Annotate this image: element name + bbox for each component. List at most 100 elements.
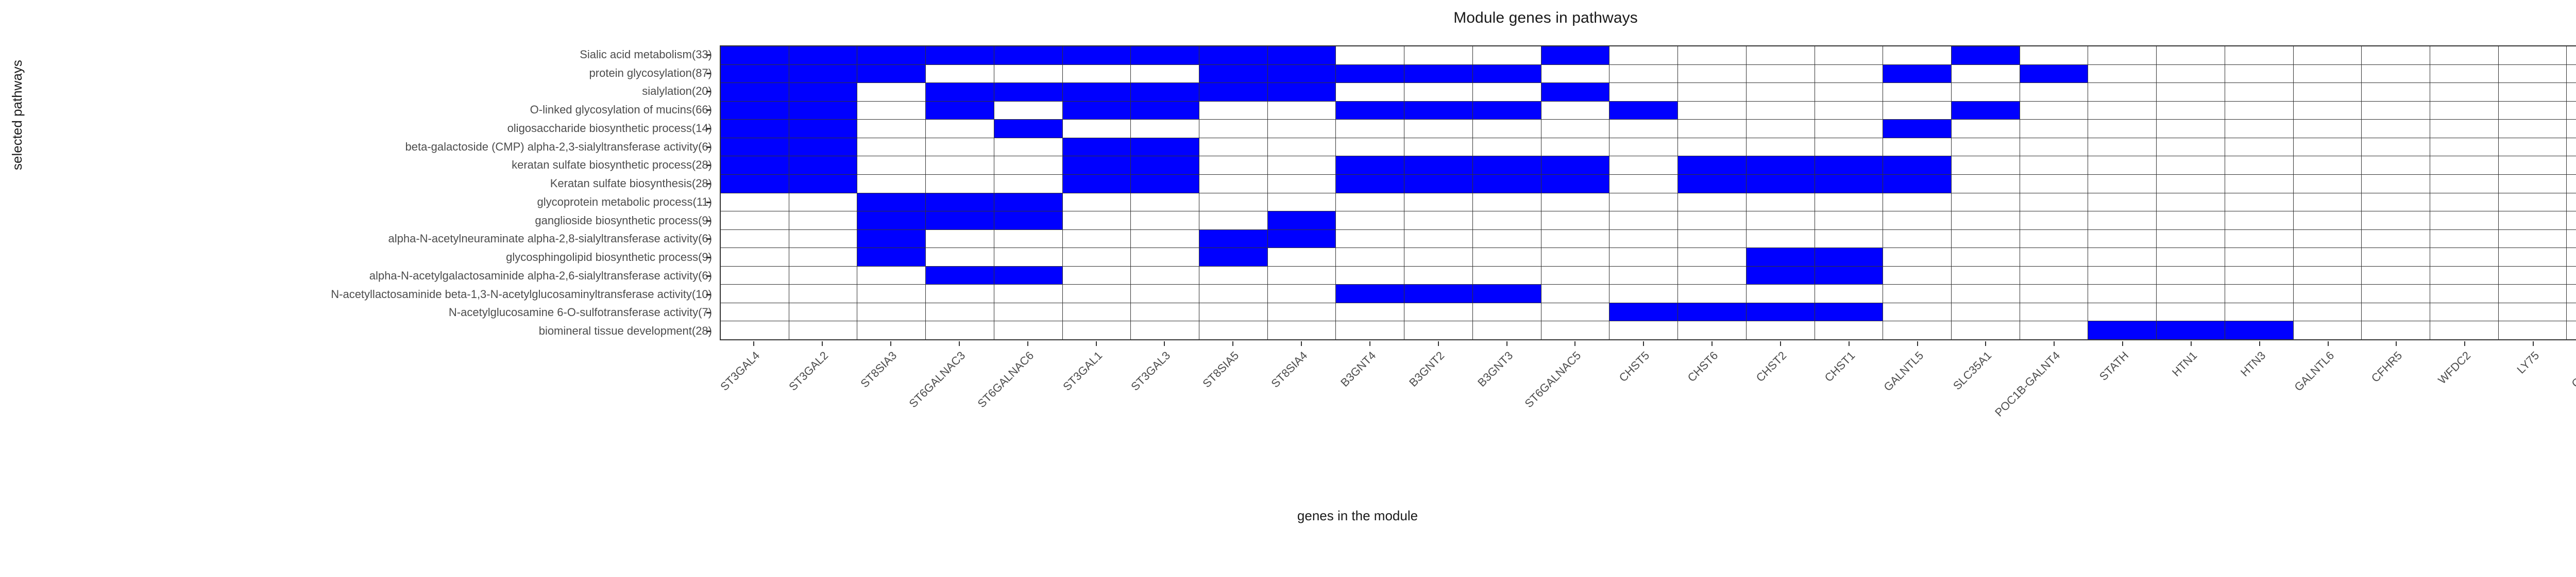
heatmap-cell (2225, 64, 2293, 83)
heatmap-cell (926, 46, 994, 65)
heatmap-cell (1951, 211, 2020, 230)
heatmap-cell (1062, 46, 1131, 65)
heatmap-cell (1062, 64, 1131, 83)
heatmap-cell (721, 156, 789, 175)
heatmap-cell (926, 64, 994, 83)
heatmap-cell (1678, 120, 1747, 138)
x-tick-label: CFHR5 (2178, 350, 2404, 576)
heatmap-cell (2157, 321, 2225, 340)
heatmap-row (721, 211, 2576, 230)
heatmap-cell (1336, 101, 1404, 120)
heatmap-cell (789, 266, 857, 285)
heatmap-cell (1609, 174, 1678, 193)
x-tick-mark (2396, 341, 2397, 346)
heatmap-row (721, 46, 2576, 65)
heatmap-cell (2225, 101, 2293, 120)
heatmap-row (721, 303, 2576, 321)
heatmap-cell (994, 120, 1062, 138)
heatmap-cell (926, 138, 994, 156)
y-axis-tick-labels: Sialic acid metabolism(33)protein glycos… (0, 45, 712, 340)
heatmap-cell (1336, 64, 1404, 83)
heatmap-cell (1404, 138, 1473, 156)
heatmap-cell (1541, 83, 1609, 102)
heatmap-cell (1472, 248, 1541, 267)
y-tick-mark (706, 202, 711, 203)
heatmap-cell (1815, 101, 1883, 120)
heatmap-cell (2567, 321, 2576, 340)
heatmap-cell (2157, 138, 2225, 156)
heatmap-cell (721, 83, 789, 102)
heatmap-cell (1472, 46, 1541, 65)
heatmap-cell (1336, 266, 1404, 285)
heatmap-cell (1199, 83, 1268, 102)
x-tick-mark (2191, 341, 2192, 346)
heatmap-cell (2020, 156, 2088, 175)
heatmap-cell (2088, 83, 2157, 102)
heatmap-cell (2088, 303, 2157, 321)
y-tick-mark (706, 54, 711, 56)
heatmap-cell (1883, 266, 1952, 285)
heatmap-cell (1267, 156, 1336, 175)
heatmap-cell (994, 193, 1062, 211)
x-tick-mark (1985, 341, 1986, 346)
heatmap-cell (1404, 174, 1473, 193)
heatmap-cell (1815, 303, 1883, 321)
heatmap-cell (2020, 248, 2088, 267)
heatmap-cell (1883, 64, 1952, 83)
heatmap-cell (1883, 321, 1952, 340)
heatmap-cell (1609, 266, 1678, 285)
heatmap-cell (2362, 46, 2430, 65)
heatmap-cell (2362, 321, 2430, 340)
heatmap-cell (926, 156, 994, 175)
x-tick-mark (1369, 341, 1370, 346)
heatmap-cell (1541, 303, 1609, 321)
heatmap-cell (2567, 83, 2576, 102)
heatmap-cell (2157, 229, 2225, 248)
heatmap-cell (1609, 101, 1678, 120)
x-tick-label: CHST5 (1425, 350, 1652, 576)
heatmap-cell (1746, 83, 1815, 102)
heatmap-cell (2020, 321, 2088, 340)
heatmap-cell (2157, 156, 2225, 175)
heatmap-cell (1472, 156, 1541, 175)
x-tick-label: HTN1 (1973, 350, 2199, 576)
x-tick-label: ST3GAL2 (604, 350, 831, 576)
y-tick-mark (706, 128, 711, 129)
heatmap-cell (2430, 101, 2498, 120)
heatmap-cell (1746, 46, 1815, 65)
x-tick-mark (2328, 341, 2329, 346)
heatmap-cell (1336, 193, 1404, 211)
heatmap-cell (1267, 229, 1336, 248)
heatmap-cell (1746, 174, 1815, 193)
heatmap-cell (789, 120, 857, 138)
heatmap-cell (1541, 138, 1609, 156)
x-tick-mark (1711, 341, 1713, 346)
heatmap-cell (1678, 46, 1747, 65)
heatmap-cell (2567, 303, 2576, 321)
heatmap-cell (1609, 248, 1678, 267)
heatmap-cell (1541, 248, 1609, 267)
heatmap-cell (2293, 46, 2362, 65)
heatmap-cell (1746, 266, 1815, 285)
heatmap-cell (2567, 193, 2576, 211)
heatmap-cell (789, 303, 857, 321)
heatmap-cell (1062, 193, 1131, 211)
heatmap-cell (926, 229, 994, 248)
heatmap-row (721, 229, 2576, 248)
y-tick-label: glycosphingolipid biosynthetic process(9… (11, 252, 712, 263)
heatmap-cell (2088, 266, 2157, 285)
heatmap-cell (2020, 138, 2088, 156)
y-tick-label: glycoprotein metabolic process(11) (11, 196, 712, 208)
heatmap-cell (1404, 64, 1473, 83)
heatmap-cell (1472, 266, 1541, 285)
heatmap-cell (2225, 211, 2293, 230)
heatmap-cell (2498, 266, 2567, 285)
heatmap-cell (2293, 138, 2362, 156)
heatmap-cell (1609, 303, 1678, 321)
heatmap-cell (1883, 83, 1952, 102)
heatmap-cell (1746, 120, 1815, 138)
heatmap-cell (789, 101, 857, 120)
heatmap-cell (2088, 64, 2157, 83)
heatmap-cell (2157, 303, 2225, 321)
heatmap-cell (1678, 83, 1747, 102)
